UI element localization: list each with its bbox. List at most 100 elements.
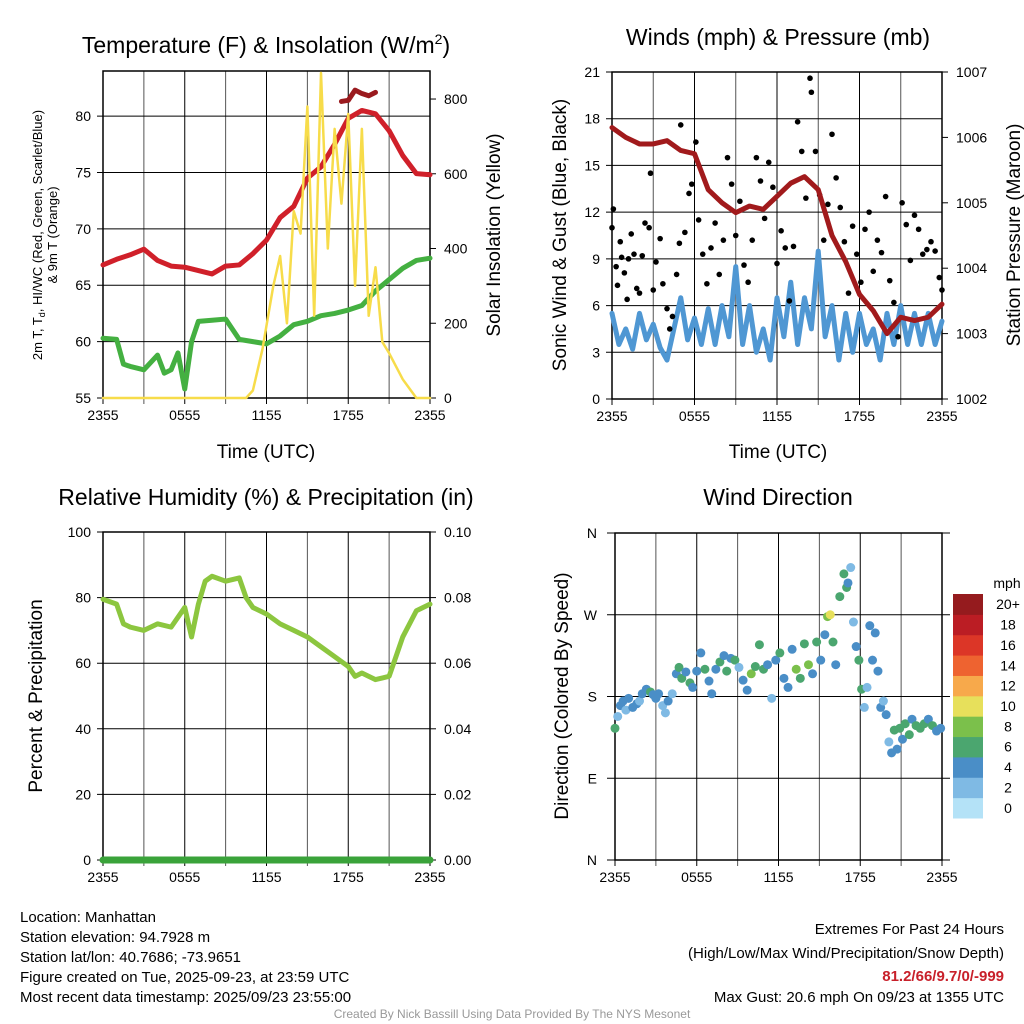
temperature-x-tick-label: 2355 xyxy=(414,407,445,423)
wind-direction-point xyxy=(884,737,894,747)
wind-direction-point xyxy=(904,730,914,740)
colorbar-label: 20+ xyxy=(996,596,1020,612)
gust-point xyxy=(911,212,918,219)
winds-y2-tick-label: 1005 xyxy=(956,195,987,211)
temperature-y2-tick-label: 800 xyxy=(444,91,468,107)
gust-point xyxy=(761,215,768,222)
wind-direction-point xyxy=(754,640,764,650)
wind_direction-x-tick-label: 1155 xyxy=(763,869,793,885)
temperature-x-tick-label: 1155 xyxy=(251,407,281,423)
wind-direction-point xyxy=(835,592,845,602)
colorbar-label: 16 xyxy=(1000,637,1016,653)
direction-tick-label: S xyxy=(588,689,597,705)
colorbar-label: 2 xyxy=(1004,779,1012,795)
gust-point xyxy=(820,237,827,243)
wind_direction-x-tick-label: 2355 xyxy=(599,869,630,885)
humidity-chart-title: Relative Humidity (%) & Precipitation (i… xyxy=(58,484,473,510)
gust-point xyxy=(753,154,760,161)
humidity-y2-tick-label: 0.00 xyxy=(444,852,471,868)
gust-point xyxy=(745,279,751,286)
wind-direction-point xyxy=(696,648,706,658)
humidity-x-tick-label: 1755 xyxy=(333,869,364,885)
gust-point xyxy=(915,226,922,233)
gust-point xyxy=(614,282,621,289)
gust-point xyxy=(609,224,615,231)
gust-point xyxy=(919,251,926,257)
wind-direction-point xyxy=(707,689,717,699)
gust-point xyxy=(786,298,793,304)
gust-point xyxy=(907,257,914,264)
wind-direction-point xyxy=(621,705,631,715)
winds-y-tick-label: 18 xyxy=(584,111,600,127)
temperature-y-tick-label: 60 xyxy=(75,334,91,350)
gust-point xyxy=(621,270,628,276)
dewpoint-line xyxy=(100,255,433,392)
temperature-chart-title: Temperature (F) & Insolation (W/m2) xyxy=(82,31,450,58)
solar-insolation-line xyxy=(101,71,432,400)
wind-direction-point xyxy=(660,708,670,718)
wind-direction-point xyxy=(825,610,835,620)
colorbar-swatch xyxy=(953,675,983,697)
extremes-values: 81.2/66/9.7/0/-999 xyxy=(882,968,1004,985)
gust-point xyxy=(682,229,688,236)
recent-timestamp-text: Most recent data timestamp: 2025/09/23 2… xyxy=(20,989,351,1006)
colorbar-swatch xyxy=(953,736,983,758)
winds-x-tick-label: 2355 xyxy=(926,408,957,424)
colorbar-label: 12 xyxy=(1000,678,1016,694)
gust-point xyxy=(939,287,945,293)
temperature-x-tick-label: 0555 xyxy=(169,407,200,423)
temperature-y-tick-label: 75 xyxy=(75,164,91,180)
temperature-y2-axis-label: Solar Insolation (Yellow) xyxy=(484,133,505,336)
extremes-title: Extremes For Past 24 Hours xyxy=(815,921,1004,938)
wind-direction-point xyxy=(677,673,687,683)
gust-point xyxy=(858,279,864,286)
wind-direction-point xyxy=(803,660,813,670)
winds-y-tick-label: 9 xyxy=(592,251,600,267)
gust-point xyxy=(874,237,881,243)
wind-direction-point xyxy=(936,723,946,733)
colorbar-swatch xyxy=(953,594,983,615)
gust-point xyxy=(728,181,735,187)
gust-point xyxy=(695,217,702,223)
winds-y2-tick-label: 1004 xyxy=(956,260,987,276)
temperature-y2-tick-label: 200 xyxy=(444,315,468,331)
gust-point xyxy=(631,251,637,257)
gust-point xyxy=(676,240,683,247)
wind-direction-point xyxy=(923,714,933,724)
gust-point xyxy=(693,139,699,145)
wind-direction-point xyxy=(771,655,781,665)
winds-y-tick-label: 21 xyxy=(584,64,600,80)
wind-direction-point xyxy=(812,637,822,647)
winds-x-tick-label: 0555 xyxy=(679,408,710,424)
colorbar-label: 6 xyxy=(1004,739,1012,755)
wind-direction-point xyxy=(799,639,809,649)
wind-direction-chart-title: Wind Direction xyxy=(703,484,853,510)
wind-direction-point xyxy=(878,696,888,706)
temperature-y-axis-label: 2m T, Td, HI/WC (Red, Green, Scarlet/Blu… xyxy=(30,110,47,360)
winds-plot-area: 2355 0555 1155 1755 235503691215182110021003… xyxy=(584,64,987,424)
credit-text: Created By Nick Bassill Using Data Provi… xyxy=(334,1007,691,1021)
heat-index-line xyxy=(338,87,378,104)
gust-point xyxy=(807,75,813,82)
humidity-y-axis-label: Percent & Precipitation xyxy=(26,599,47,792)
wind-direction-point xyxy=(831,660,841,670)
extremes-legend: (High/Low/Max Wind/Precipitation/Snow De… xyxy=(688,945,1004,962)
gust-point xyxy=(688,181,695,187)
gust-point xyxy=(882,193,889,200)
winds-x-tick-label: 1155 xyxy=(762,408,792,424)
gust-point xyxy=(613,263,619,270)
wind-direction-point xyxy=(711,664,721,674)
gust-point xyxy=(628,231,635,237)
wind_direction-x-tick-label: 1755 xyxy=(845,869,876,885)
gust-point xyxy=(646,224,652,231)
latlon-text: Station lat/lon: 40.7686; -73.9651 xyxy=(20,949,241,966)
wind-direction-point xyxy=(791,664,801,674)
wind-direction-point xyxy=(828,637,838,647)
gust-point xyxy=(639,252,646,259)
temperature-y-tick-label: 55 xyxy=(75,390,91,406)
wind-direction-point xyxy=(854,655,864,665)
wind-direction-point xyxy=(779,673,789,683)
gust-point xyxy=(870,268,877,275)
wind-direction-point xyxy=(704,676,714,686)
gust-point xyxy=(617,238,624,245)
